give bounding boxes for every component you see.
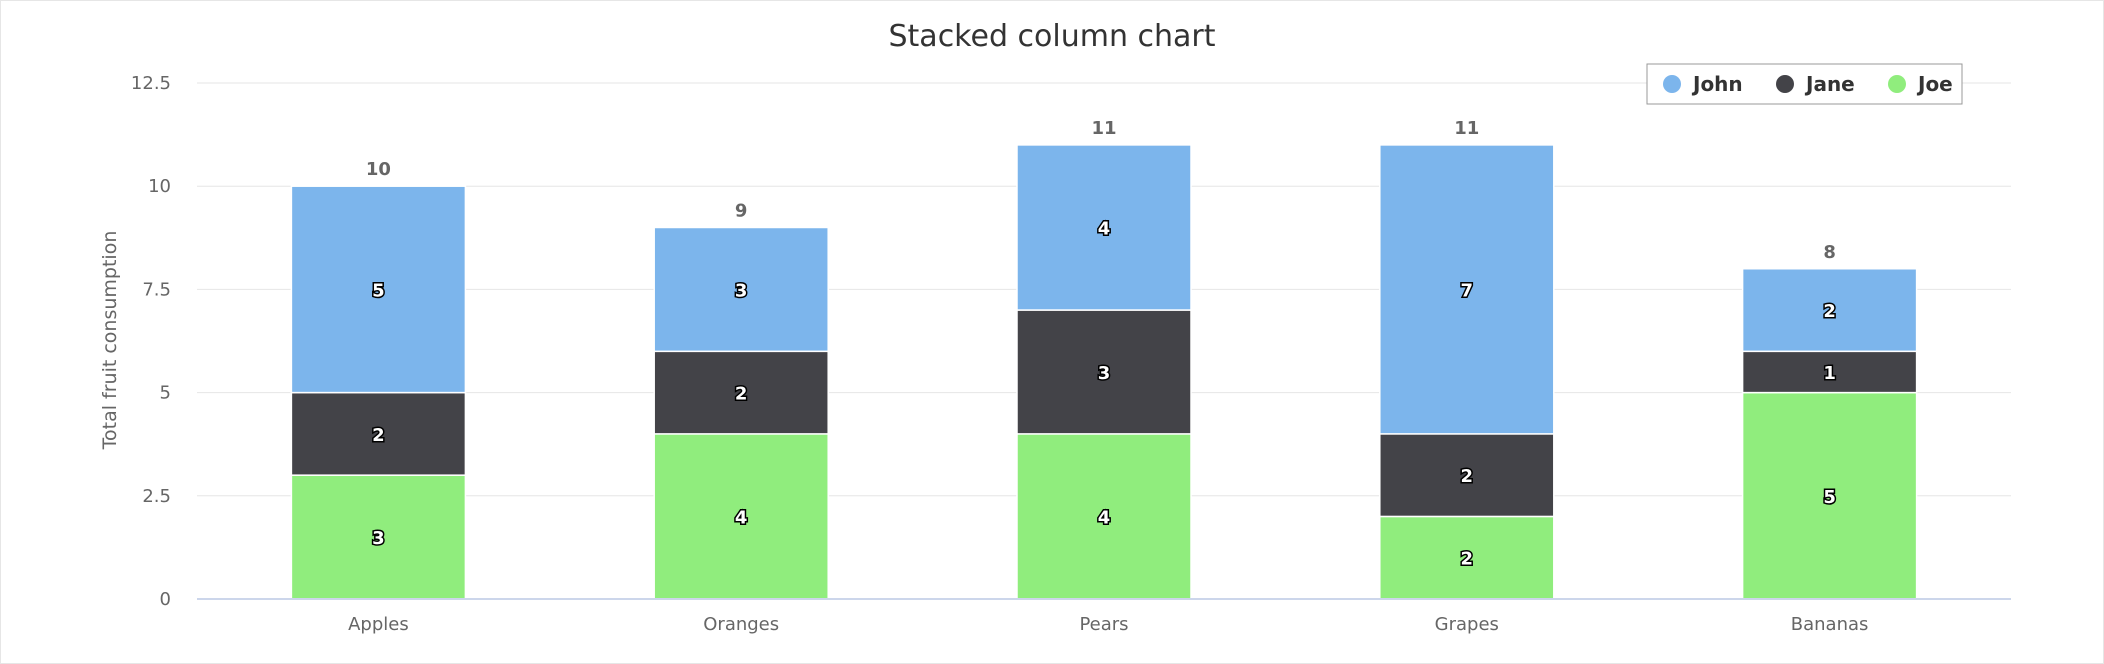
segment-value-label: 5: [372, 280, 385, 301]
stack-total-label: 8: [1823, 242, 1836, 263]
legend-label-joe: Joe: [1916, 72, 1953, 96]
x-tick-label: Apples: [348, 614, 409, 635]
legend-marker-jane: [1776, 75, 1794, 93]
bar-segment-john-grapes: [1379, 144, 1555, 435]
segment-value-label: 3: [372, 528, 385, 549]
bar-segment-jane-pears: [1016, 309, 1192, 435]
segment-value-label: 2: [1823, 301, 1836, 322]
bar-segment-jane-grapes: [1379, 433, 1555, 518]
bar-segment-jane-apples: [290, 391, 467, 476]
legend-marker-joe: [1888, 75, 1906, 93]
legend-marker-john: [1663, 75, 1681, 93]
y-axis-label: Total fruit consumption: [99, 231, 121, 451]
segment-value-label: 4: [1098, 218, 1111, 239]
legend-label-jane: Jane: [1804, 72, 1855, 96]
segment-value-label: 1: [1823, 363, 1836, 384]
bar-segment-john-pears: [1016, 144, 1192, 311]
bar-segment-john-oranges: [653, 226, 829, 353]
y-tick-label: 12.5: [131, 73, 171, 94]
bar-segment-joe-pears: [1016, 433, 1192, 600]
bar-segment-joe-apples: [290, 474, 467, 600]
stack-total-label: 11: [1091, 118, 1116, 139]
stack-total-label: 10: [366, 159, 391, 180]
segment-value-label: 3: [735, 280, 748, 301]
x-tick-label: Grapes: [1435, 614, 1499, 635]
legend: John Jane Joe: [1646, 63, 1963, 105]
stack-total-label: 11: [1454, 118, 1479, 139]
bars: [290, 144, 1918, 600]
segment-value-label: 4: [735, 507, 748, 528]
data-labels: 3 2 5 10 4 2 3 9 4 3 4 11 2 2 7 11 5 1 2 8: [366, 118, 1837, 571]
bar-segment-john-apples: [290, 185, 467, 394]
segment-value-label: 2: [372, 425, 385, 446]
legend-box: [1646, 63, 1963, 105]
bar-segment-joe-bananas: [1741, 391, 1918, 600]
y-tick-label: 0: [160, 589, 171, 610]
segment-value-label: 5: [1823, 487, 1836, 508]
segment-value-label: 2: [735, 384, 748, 405]
bar-segment-joe-grapes: [1379, 515, 1555, 600]
axes: 0 2.5 5 7.5 10 12.5 Apples Oranges Pears Grapes Ba…: [131, 73, 2011, 635]
y-tick-label: 2.5: [142, 486, 171, 507]
segment-value-label: 3: [1098, 363, 1111, 384]
bar-segment-john-bananas: [1741, 268, 1918, 353]
segment-value-label: 2: [1461, 466, 1474, 487]
legend-label-john: John: [1691, 72, 1743, 96]
x-tick-label: Pears: [1079, 614, 1128, 635]
segment-value-label: 7: [1461, 280, 1474, 301]
x-tick-label: Oranges: [703, 614, 779, 635]
segment-value-label: 4: [1098, 507, 1111, 528]
y-tick-label: 10: [148, 176, 171, 197]
y-tick-label: 5: [160, 383, 171, 404]
chart-title: Stacked column chart: [889, 19, 1216, 54]
x-tick-label: Bananas: [1791, 614, 1869, 635]
y-tick-label: 7.5: [142, 279, 171, 300]
segment-value-label: 2: [1461, 549, 1474, 570]
stack-total-label: 9: [735, 200, 748, 221]
bar-segment-jane-bananas: [1741, 350, 1918, 394]
